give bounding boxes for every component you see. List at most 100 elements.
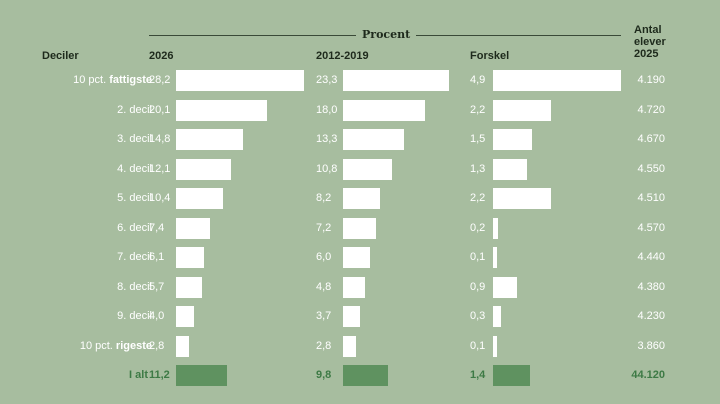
student-count: 44.120	[631, 369, 665, 381]
bar-diff	[493, 129, 533, 150]
value-label-v2026: 14,8	[149, 133, 171, 145]
header-student-count: Antal elever 2025	[634, 24, 666, 60]
value-label-v2012: 18,0	[316, 103, 338, 116]
student-count: 4.230	[637, 310, 665, 322]
header-count-line-3: 2025	[634, 48, 659, 60]
bar-v2026	[176, 247, 204, 268]
row-label-bold: fattigste	[109, 74, 152, 86]
bar-diff	[493, 306, 501, 327]
bar-v2026	[176, 335, 189, 357]
row-label: 4. decil	[0, 163, 152, 175]
value-label-diff: 0,1	[470, 339, 486, 352]
value-label-v2026: 6,1	[149, 251, 165, 263]
value-label-diff: 1,5	[470, 133, 486, 145]
bar-diff	[493, 158, 527, 180]
value-label-diff: 0,1	[470, 251, 486, 263]
bar-v2012	[343, 247, 371, 268]
value-label-v2026: 20,1	[149, 103, 171, 116]
bar-v2012	[343, 365, 388, 386]
bar-v2026	[176, 158, 231, 180]
bar-v2012	[343, 306, 360, 327]
bar-v2026	[176, 99, 268, 121]
row-label-text: 7. decil	[117, 251, 152, 263]
bar-diff	[493, 247, 497, 268]
bar-v2026	[176, 129, 244, 150]
row-label: 6. decil	[0, 222, 152, 234]
row-label: 7. decil	[0, 251, 152, 263]
value-label-v2026: 10,4	[149, 192, 171, 204]
value-label-v2012: 13,3	[316, 133, 338, 145]
value-label-v2012: 7,2	[316, 221, 332, 234]
bar-v2012	[343, 276, 365, 298]
bar-diff	[493, 276, 517, 298]
value-label-v2026: 5,7	[149, 280, 165, 293]
bar-v2012	[343, 158, 393, 180]
header-difference: Forskel	[470, 50, 510, 62]
bar-v2026	[176, 188, 224, 209]
bar-v2026	[176, 306, 195, 327]
value-label-v2012: 10,8	[316, 162, 338, 175]
row-label-text: 8. decil	[117, 280, 152, 293]
value-label-diff: 1,3	[470, 162, 486, 175]
row-label: 5. decil	[0, 192, 152, 204]
value-label-v2012: 6,0	[316, 251, 332, 263]
row-label-text: 10 pct.	[79, 339, 116, 352]
student-count: 4.670	[637, 133, 665, 145]
student-count: 4.510	[637, 192, 665, 204]
bar-diff	[493, 335, 497, 357]
student-count: 4.190	[637, 74, 665, 86]
bar-v2012	[343, 335, 356, 357]
row-label-text: 2. decil	[117, 103, 152, 116]
value-label-diff: 1,4	[470, 369, 486, 381]
student-count: 4.570	[637, 221, 665, 234]
value-label-v2012: 8,2	[316, 192, 332, 204]
value-label-v2026: 12,1	[149, 162, 171, 175]
header-2012-2019: 2012-2019	[316, 50, 369, 62]
row-label-bold: rigeste	[115, 339, 152, 352]
bar-v2012	[343, 217, 376, 239]
bar-v2012	[343, 188, 381, 209]
value-label-diff: 0,9	[470, 280, 486, 293]
value-label-v2026: 2,8	[149, 339, 165, 352]
bar-v2012	[343, 70, 449, 91]
header-count-line-1: Antal	[634, 24, 662, 36]
value-label-v2026: 7,4	[149, 221, 165, 234]
bar-v2026	[176, 365, 227, 386]
row-label-text: 4. decil	[117, 162, 152, 175]
superheader-percent: Procent	[356, 28, 417, 41]
bar-diff	[493, 217, 499, 239]
bar-v2026	[176, 276, 202, 298]
student-count: 4.720	[637, 103, 665, 116]
row-label: 9. decil	[0, 310, 152, 322]
value-label-v2026: 28,2	[149, 74, 171, 86]
bar-v2012	[343, 129, 404, 150]
student-count: 4.380	[637, 280, 665, 293]
row-label: 8. decil	[0, 281, 152, 293]
bar-diff	[493, 365, 530, 386]
row-label-text: 9. decil	[117, 310, 152, 322]
row-label: 10 pct. fattigste	[0, 74, 152, 86]
bar-v2026	[176, 217, 210, 239]
row-label: I alt	[129, 369, 148, 381]
bar-diff	[493, 188, 551, 209]
bar-v2026	[176, 70, 304, 91]
student-count: 4.550	[637, 162, 665, 175]
bar-diff	[493, 70, 621, 91]
row-label-text: 6. decil	[117, 221, 152, 234]
value-label-diff: 4,9	[470, 74, 486, 86]
value-label-v2012: 23,3	[316, 74, 338, 86]
row-label-text: 5. decil	[117, 192, 152, 204]
row-label: 3. decil	[0, 133, 152, 145]
value-label-v2026: 4,0	[149, 310, 165, 322]
value-label-diff: 0,2	[470, 221, 486, 234]
value-label-v2012: 2,8	[316, 339, 332, 352]
value-label-diff: 0,3	[470, 310, 486, 322]
row-label-text: 3. decil	[117, 133, 152, 145]
bar-v2012	[343, 99, 425, 121]
value-label-v2026: 11,2	[149, 369, 170, 381]
value-label-diff: 2,2	[470, 192, 486, 204]
row-label: 2. decil	[0, 104, 152, 116]
student-count: 3.860	[637, 339, 665, 352]
value-label-v2012: 9,8	[316, 369, 332, 381]
header-2026: 2026	[149, 50, 174, 62]
